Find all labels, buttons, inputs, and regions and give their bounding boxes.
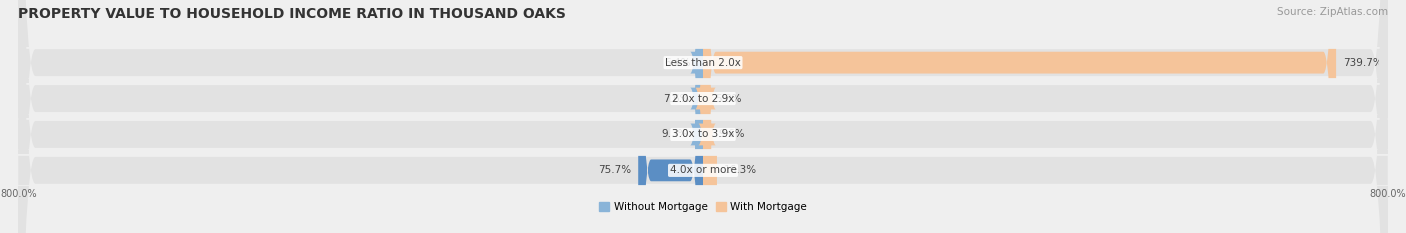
- FancyBboxPatch shape: [18, 0, 1388, 233]
- FancyBboxPatch shape: [695, 0, 716, 233]
- Text: 5.8%: 5.8%: [714, 93, 741, 103]
- Text: 4.0x or more: 4.0x or more: [669, 165, 737, 175]
- Text: 739.7%: 739.7%: [1343, 58, 1382, 68]
- Text: Source: ZipAtlas.com: Source: ZipAtlas.com: [1277, 7, 1388, 17]
- FancyBboxPatch shape: [690, 0, 707, 233]
- Text: 7.6%: 7.6%: [664, 93, 690, 103]
- FancyBboxPatch shape: [703, 0, 1336, 233]
- Text: PROPERTY VALUE TO HOUSEHOLD INCOME RATIO IN THOUSAND OAKS: PROPERTY VALUE TO HOUSEHOLD INCOME RATIO…: [18, 7, 567, 21]
- FancyBboxPatch shape: [638, 0, 703, 233]
- Text: 6.4%: 6.4%: [664, 58, 690, 68]
- Legend: Without Mortgage, With Mortgage: Without Mortgage, With Mortgage: [595, 198, 811, 216]
- Text: 16.3%: 16.3%: [724, 165, 756, 175]
- Text: 9.6%: 9.6%: [718, 130, 745, 140]
- FancyBboxPatch shape: [18, 0, 1388, 233]
- FancyBboxPatch shape: [703, 0, 717, 233]
- FancyBboxPatch shape: [690, 0, 710, 233]
- Text: 9.3%: 9.3%: [662, 130, 688, 140]
- FancyBboxPatch shape: [690, 0, 710, 233]
- Text: 2.0x to 2.9x: 2.0x to 2.9x: [672, 93, 734, 103]
- Text: Less than 2.0x: Less than 2.0x: [665, 58, 741, 68]
- FancyBboxPatch shape: [18, 0, 1388, 233]
- FancyBboxPatch shape: [18, 0, 1388, 233]
- FancyBboxPatch shape: [699, 0, 716, 233]
- Text: 3.0x to 3.9x: 3.0x to 3.9x: [672, 130, 734, 140]
- Text: 75.7%: 75.7%: [598, 165, 631, 175]
